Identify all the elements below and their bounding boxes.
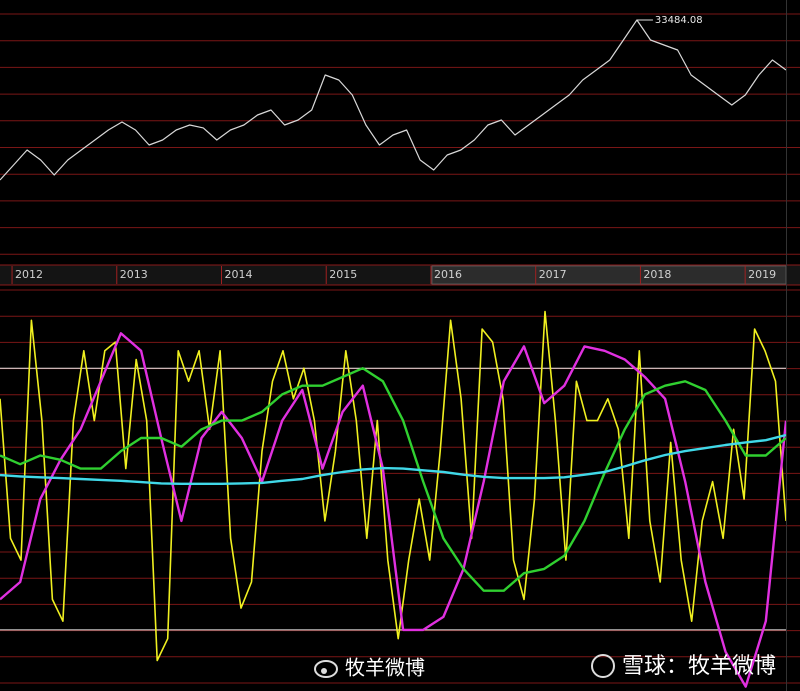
series-line bbox=[0, 367, 787, 592]
xueqiu-logo bbox=[591, 654, 615, 678]
peak-label: 33484.08 bbox=[655, 15, 703, 26]
series-line bbox=[0, 332, 788, 688]
series-line bbox=[0, 19, 787, 181]
x-tick-label: 2015 bbox=[329, 268, 357, 281]
weibo-logo-dot bbox=[321, 668, 327, 674]
x-tick-label: 2018 bbox=[643, 268, 671, 281]
time-axis-highlight bbox=[431, 265, 787, 285]
series-line bbox=[0, 433, 787, 485]
x-tick-label: 2013 bbox=[120, 268, 148, 281]
watermark: 牧羊微博 雪球：牧羊微博 bbox=[314, 654, 776, 680]
x-tick-label: 2019 bbox=[748, 268, 776, 281]
x-tick-label: 2014 bbox=[225, 268, 253, 281]
series-line bbox=[0, 310, 787, 662]
x-tick-label: 2017 bbox=[539, 268, 567, 281]
x-tick-label: 2016 bbox=[434, 268, 462, 281]
watermark-text: 牧羊微博 bbox=[345, 656, 425, 680]
x-tick-label: 2012 bbox=[15, 268, 43, 281]
weibo-logo bbox=[314, 660, 338, 678]
watermark-text: 雪球：牧羊微博 bbox=[622, 654, 776, 679]
